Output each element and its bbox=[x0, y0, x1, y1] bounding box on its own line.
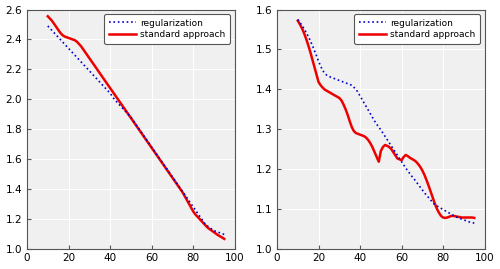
regularization bbox=[222, 233, 228, 236]
regularization bbox=[45, 24, 51, 28]
regularization bbox=[314, 54, 320, 57]
standard approach bbox=[380, 145, 386, 148]
regularization bbox=[49, 29, 55, 32]
standard approach bbox=[49, 19, 55, 22]
standard approach bbox=[222, 237, 228, 240]
regularization bbox=[299, 24, 305, 27]
Legend: regularization, standard approach: regularization, standard approach bbox=[104, 14, 230, 44]
standard approach bbox=[64, 36, 70, 39]
standard approach bbox=[446, 215, 452, 218]
Line: regularization: regularization bbox=[298, 20, 474, 223]
standard approach bbox=[430, 196, 436, 199]
regularization bbox=[194, 211, 200, 214]
regularization bbox=[380, 132, 386, 135]
standard approach bbox=[53, 25, 59, 28]
regularization bbox=[180, 190, 186, 193]
regularization bbox=[472, 221, 478, 225]
regularization bbox=[430, 201, 436, 204]
standard approach bbox=[45, 15, 51, 18]
regularization bbox=[53, 33, 59, 37]
standard approach bbox=[130, 119, 136, 122]
standard approach bbox=[194, 215, 200, 218]
standard approach bbox=[442, 216, 448, 220]
standard approach bbox=[180, 191, 186, 194]
regularization bbox=[444, 210, 450, 214]
regularization bbox=[295, 18, 301, 21]
standard approach bbox=[299, 27, 305, 30]
Legend: regularization, standard approach: regularization, standard approach bbox=[354, 14, 480, 44]
Line: standard approach: standard approach bbox=[48, 16, 224, 239]
standard approach bbox=[303, 37, 309, 40]
regularization bbox=[303, 31, 309, 34]
standard approach bbox=[314, 73, 320, 76]
regularization bbox=[64, 45, 70, 48]
standard approach bbox=[472, 216, 478, 220]
regularization bbox=[130, 118, 136, 122]
Line: regularization: regularization bbox=[48, 26, 224, 234]
Line: standard approach: standard approach bbox=[298, 21, 474, 218]
standard approach bbox=[295, 19, 301, 22]
